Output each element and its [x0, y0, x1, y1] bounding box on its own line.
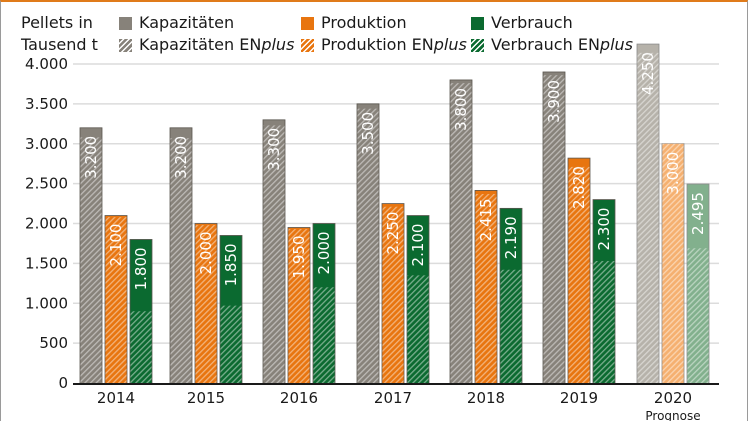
y-tick-label: 1.500	[25, 254, 68, 272]
legend-item: Verbrauch ENplus	[471, 34, 633, 56]
data-label: 2.190	[502, 216, 520, 259]
legend-swatch	[301, 16, 314, 30]
y-tick-label: 2.000	[25, 215, 68, 233]
data-label: 4.250	[639, 52, 657, 95]
bar-enplus-verbrauch-2015	[220, 305, 242, 383]
data-label: 3.800	[452, 88, 470, 131]
data-label: 3.000	[664, 152, 682, 195]
legend-swatch	[301, 38, 314, 52]
bar-enplus-produktion-2017	[382, 206, 404, 383]
legend-label: Produktion	[321, 13, 407, 32]
y-axis-title: Pellets in Tausend t	[21, 12, 98, 56]
bar-enplus-kapazitäten-2015	[170, 138, 192, 383]
legend-item: Verbrauch	[471, 12, 573, 34]
bar-enplus-produktion-2018	[475, 193, 497, 383]
legend-item: Kapazitäten	[119, 12, 234, 34]
data-label: 3.200	[172, 136, 190, 179]
data-label: 2.250	[384, 212, 402, 255]
bar-enplus-kapazitäten-2016	[263, 125, 285, 383]
legend-label: Kapazitäten ENplus	[139, 35, 295, 54]
bar-enplus-kapazitäten-2017	[357, 108, 379, 383]
bar-enplus-verbrauch-2016	[313, 287, 335, 383]
y-tick-label: 4.000	[25, 55, 68, 73]
bar-enplus-produktion-2020	[662, 143, 684, 383]
bar-enplus-produktion-2015	[195, 225, 217, 383]
y-tick-label: 3.500	[25, 95, 68, 113]
legend-swatch	[119, 16, 132, 30]
legend-swatch	[471, 16, 484, 30]
legend-swatch	[471, 38, 484, 52]
data-label: 1.800	[132, 247, 150, 290]
data-label: 3.200	[82, 136, 100, 179]
data-label: 1.950	[290, 235, 308, 278]
bar-enplus-verbrauch-2017	[407, 275, 429, 383]
bar-enplus-produktion-2014	[105, 217, 127, 383]
x-tick-note: Prognose	[645, 409, 700, 421]
legend-label: Produktion ENplus	[321, 35, 467, 54]
bar-enplus-kapazitäten-2020	[637, 52, 659, 384]
x-tick-label: 2016	[280, 389, 318, 407]
data-label: 2.000	[197, 232, 215, 275]
data-label: 2.100	[409, 224, 427, 267]
data-label: 1.850	[222, 243, 240, 286]
y-tick-label: 3.000	[25, 135, 68, 153]
bar-enplus-produktion-2016	[288, 229, 310, 383]
bar-enplus-kapazitäten-2018	[450, 83, 472, 383]
data-label: 2.820	[570, 166, 588, 209]
legend-item: Produktion	[301, 12, 407, 34]
x-tick-label: 2019	[560, 389, 598, 407]
bar-enplus-verbrauch-2020	[687, 248, 709, 383]
y-tick-label: 0	[58, 374, 68, 392]
data-label: 3.900	[545, 80, 563, 123]
data-label: 2.495	[689, 192, 707, 235]
legend-swatch	[119, 38, 132, 52]
x-tick-label: 2020	[654, 389, 692, 407]
bar-enplus-verbrauch-2014	[130, 311, 152, 383]
x-tick-label: 2017	[374, 389, 412, 407]
bar-enplus-verbrauch-2018	[500, 269, 522, 383]
y-tick-label: 500	[39, 334, 68, 352]
data-label: 3.300	[265, 128, 283, 171]
data-label: 2.000	[315, 232, 333, 275]
y-tick-label: 2.500	[25, 175, 68, 193]
bar-enplus-verbrauch-2019	[593, 260, 615, 383]
legend-item: Produktion ENplus	[301, 34, 467, 56]
x-tick-label: 2014	[97, 389, 135, 407]
legend-label: Kapazitäten	[139, 13, 235, 32]
bar-enplus-kapazitäten-2019	[543, 75, 565, 383]
data-label: 3.500	[359, 112, 377, 155]
bar-enplus-produktion-2019	[568, 166, 590, 383]
data-label: 2.300	[595, 208, 613, 251]
x-tick-label: 2018	[467, 389, 505, 407]
y-tick-label: 1.000	[25, 294, 68, 312]
y-axis-title-line-2: Tausend t	[21, 35, 98, 54]
y-axis-title-line-1: Pellets in	[21, 13, 93, 32]
bar-enplus-kapazitäten-2014	[80, 137, 102, 383]
data-label: 2.415	[477, 198, 495, 241]
x-tick-label: 2015	[187, 389, 225, 407]
legend-label: Verbrauch ENplus	[491, 35, 633, 54]
legend-item: Kapazitäten ENplus	[119, 34, 294, 56]
legend-label: Verbrauch	[491, 13, 573, 32]
data-label: 2.100	[107, 224, 125, 267]
